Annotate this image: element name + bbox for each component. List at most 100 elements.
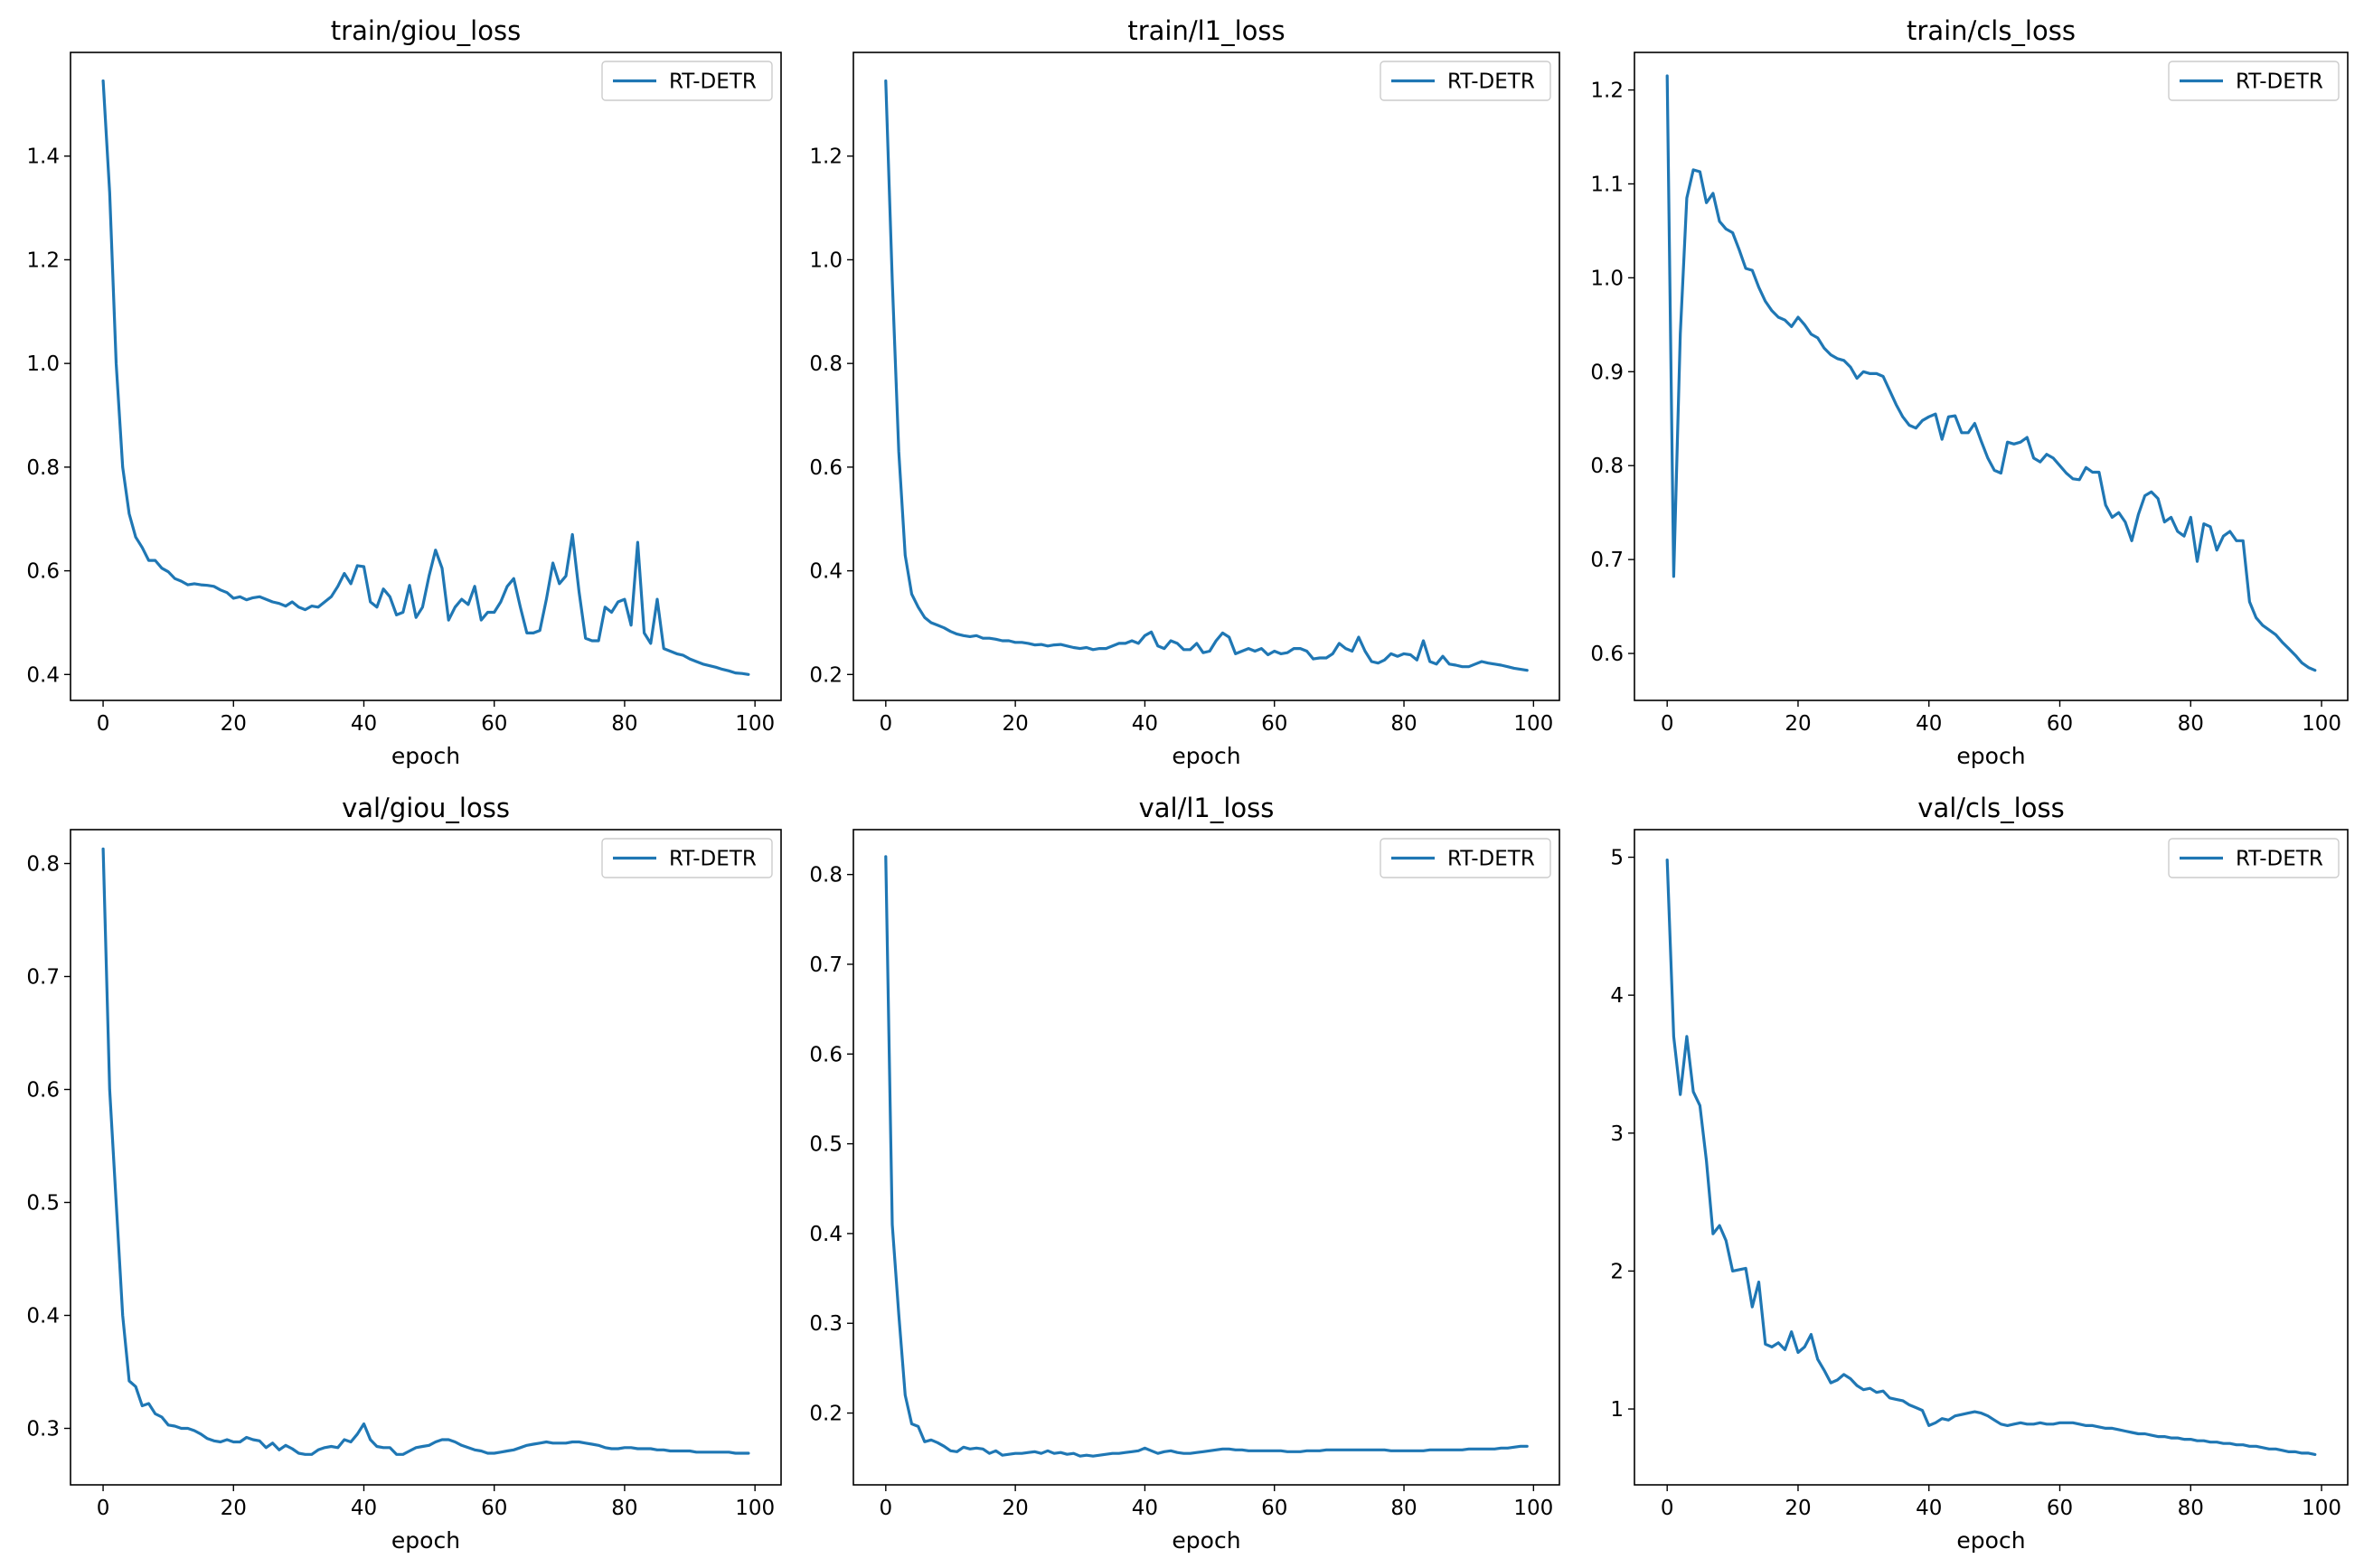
- chart-title: train/giou_loss: [331, 15, 521, 46]
- y-tick-label: 0.7: [26, 966, 60, 990]
- legend: [601, 838, 773, 878]
- series-line-rt-detr: [1665, 74, 2317, 672]
- legend: [1380, 838, 1551, 878]
- plot-frame: [852, 52, 1560, 701]
- y-tick-label: 1.2: [1590, 80, 1624, 103]
- legend: [601, 61, 773, 101]
- x-tick-label: 60: [481, 712, 507, 736]
- y-tick-label: 1.2: [809, 146, 843, 169]
- y-tick-label: 1.0: [26, 352, 60, 376]
- chart-panel: train/l1_loss 0 20 40 60 80 100 0.2 0.4 0.6 0.8 1.0…: [809, 15, 1560, 769]
- y-tick-label: 0.6: [26, 560, 60, 584]
- x-tick-label: 80: [611, 712, 637, 736]
- x-tick-label: 100: [2302, 712, 2341, 736]
- y-tick-label: 0.6: [809, 456, 843, 480]
- y-tick-label: 1.1: [1590, 173, 1624, 196]
- y-tick-label: 1: [1610, 1398, 1624, 1422]
- y-tick-label: 5: [1610, 847, 1624, 870]
- y-tick-label: 0.6: [26, 1079, 60, 1103]
- plot-frame: [70, 52, 782, 701]
- y-tick-label: 0.3: [809, 1312, 843, 1336]
- chart-panel: train/giou_loss 0 20 40 60 80 100 0.4 0.6 0.8 1.0 1…: [26, 15, 782, 769]
- x-tick-label: 0: [880, 712, 893, 736]
- plot-frame: [852, 829, 1560, 1486]
- chart-title: val/giou_loss: [342, 793, 510, 823]
- x-tick-label: 20: [1002, 1497, 1028, 1520]
- x-tick-label: 40: [1916, 1497, 1942, 1520]
- x-tick-label: 60: [2047, 712, 2073, 736]
- series-line-rt-detr: [101, 847, 750, 1456]
- series-line-rt-detr: [884, 79, 1529, 672]
- legend-label: RT-DETR: [669, 848, 757, 871]
- y-tick-label: 0.8: [1590, 455, 1624, 478]
- x-tick-label: 100: [1513, 712, 1553, 736]
- x-tick-label: 100: [735, 1497, 775, 1520]
- x-axis-label: epoch: [391, 1527, 460, 1554]
- y-tick-label: 0.8: [26, 456, 60, 480]
- y-tick-label: 3: [1610, 1122, 1624, 1146]
- x-axis-label: epoch: [391, 743, 460, 769]
- y-tick-label: 0.4: [26, 1305, 60, 1329]
- y-tick-label: 0.4: [26, 663, 60, 687]
- y-tick-label: 0.4: [809, 1223, 843, 1246]
- x-tick-label: 20: [1002, 712, 1028, 736]
- plot-frame: [1634, 829, 2349, 1486]
- y-tick-label: 0.5: [26, 1192, 60, 1216]
- chart-title: val/cls_loss: [1917, 793, 2064, 823]
- x-tick-label: 100: [735, 712, 775, 736]
- x-tick-label: 80: [2178, 712, 2204, 736]
- series-line-rt-detr: [101, 79, 750, 676]
- y-tick-label: 0.6: [809, 1043, 843, 1066]
- legend-label: RT-DETR: [2236, 848, 2323, 871]
- x-tick-label: 20: [221, 1497, 247, 1520]
- x-tick-label: 20: [1785, 712, 1811, 736]
- legend-label: RT-DETR: [1447, 70, 1535, 94]
- y-tick-label: 1.0: [1590, 267, 1624, 290]
- y-tick-label: 1.4: [26, 146, 60, 169]
- x-tick-label: 0: [1661, 1497, 1674, 1520]
- series-line-rt-detr: [1665, 858, 2317, 1457]
- x-tick-label: 0: [1661, 712, 1674, 736]
- y-tick-label: 0.8: [26, 853, 60, 877]
- legend-label: RT-DETR: [1447, 848, 1535, 871]
- x-tick-label: 40: [351, 1497, 377, 1520]
- legend: [2168, 838, 2340, 878]
- y-tick-label: 0.4: [809, 560, 843, 584]
- y-tick-label: 0.8: [809, 864, 843, 887]
- chart-panel: val/cls_loss 0 20 40 60 80 100 1 2 3 4 5 epoch RT-DET…: [1610, 793, 2349, 1554]
- x-tick-label: 60: [1261, 712, 1287, 736]
- x-tick-label: 60: [481, 1497, 507, 1520]
- x-tick-label: 80: [1390, 712, 1417, 736]
- x-tick-label: 60: [1261, 1497, 1287, 1520]
- y-tick-label: 1.2: [26, 249, 60, 272]
- x-tick-label: 80: [1390, 1497, 1417, 1520]
- x-tick-label: 40: [1132, 712, 1158, 736]
- chart-title: train/cls_loss: [1907, 15, 2076, 46]
- legend: [1380, 61, 1551, 101]
- x-tick-label: 40: [351, 712, 377, 736]
- y-tick-label: 0.2: [809, 663, 843, 687]
- legend-label: RT-DETR: [2236, 70, 2323, 94]
- x-axis-label: epoch: [1172, 743, 1240, 769]
- chart-title: val/l1_loss: [1139, 793, 1275, 823]
- x-tick-label: 100: [2302, 1497, 2341, 1520]
- y-tick-label: 1.0: [809, 249, 843, 272]
- chart-panel: val/giou_loss 0 20 40 60 80 100 0.3 0.4 0.5 0.6 0.7…: [26, 793, 782, 1554]
- y-tick-label: 0.2: [809, 1403, 843, 1426]
- x-tick-label: 40: [1132, 1497, 1158, 1520]
- y-tick-label: 0.9: [1590, 361, 1624, 384]
- x-axis-label: epoch: [1172, 1527, 1240, 1554]
- x-tick-label: 100: [1513, 1497, 1553, 1520]
- series-line-rt-detr: [884, 855, 1529, 1458]
- x-tick-label: 0: [880, 1497, 893, 1520]
- chart-panel: val/l1_loss 0 20 40 60 80 100 0.2 0.3 0.4 0.5 0.6 0.…: [809, 793, 1560, 1554]
- y-tick-label: 4: [1610, 984, 1624, 1008]
- legend: [2168, 61, 2340, 101]
- plot-frame: [1634, 52, 2349, 701]
- x-tick-label: 20: [221, 712, 247, 736]
- x-axis-label: epoch: [1956, 1527, 2025, 1554]
- y-tick-label: 0.8: [809, 352, 843, 376]
- legend-label: RT-DETR: [669, 70, 757, 94]
- y-tick-label: 0.7: [809, 953, 843, 977]
